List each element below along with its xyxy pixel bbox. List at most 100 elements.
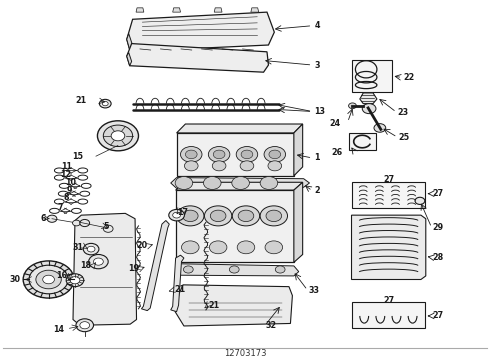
Circle shape xyxy=(73,220,80,226)
Circle shape xyxy=(169,210,184,221)
Text: 1: 1 xyxy=(315,153,320,162)
Circle shape xyxy=(184,161,198,171)
Text: 9: 9 xyxy=(66,186,72,195)
Polygon shape xyxy=(294,124,303,176)
Circle shape xyxy=(70,276,80,284)
Text: 26: 26 xyxy=(332,148,343,157)
Circle shape xyxy=(348,103,356,109)
Polygon shape xyxy=(294,182,303,262)
Text: 12703173: 12703173 xyxy=(224,349,266,358)
Circle shape xyxy=(80,220,90,226)
Circle shape xyxy=(374,123,386,132)
Polygon shape xyxy=(127,33,133,51)
Circle shape xyxy=(268,161,282,171)
Text: 27: 27 xyxy=(383,175,394,184)
Polygon shape xyxy=(171,255,184,312)
Circle shape xyxy=(362,104,376,114)
Text: 27: 27 xyxy=(433,311,444,320)
Bar xyxy=(351,60,392,92)
Circle shape xyxy=(180,147,202,162)
Text: 13: 13 xyxy=(315,107,325,116)
Text: 31: 31 xyxy=(73,243,84,252)
Circle shape xyxy=(232,206,260,226)
Text: 25: 25 xyxy=(398,133,410,142)
Circle shape xyxy=(103,225,113,232)
Circle shape xyxy=(260,176,278,189)
Text: 21: 21 xyxy=(75,96,86,105)
Circle shape xyxy=(238,210,254,222)
Text: 18: 18 xyxy=(80,261,91,270)
Circle shape xyxy=(80,322,90,329)
Circle shape xyxy=(172,212,180,218)
Circle shape xyxy=(181,241,199,254)
Bar xyxy=(348,133,376,150)
Circle shape xyxy=(209,241,227,254)
Text: 28: 28 xyxy=(433,253,444,262)
Bar xyxy=(176,133,294,176)
Text: 19: 19 xyxy=(128,264,139,273)
Circle shape xyxy=(185,150,197,159)
Polygon shape xyxy=(176,124,303,133)
Text: 14: 14 xyxy=(53,325,64,334)
Text: 5: 5 xyxy=(103,222,109,231)
Polygon shape xyxy=(351,215,426,279)
Circle shape xyxy=(47,215,57,222)
Polygon shape xyxy=(73,213,137,325)
Text: 17: 17 xyxy=(177,208,189,217)
Circle shape xyxy=(99,99,111,108)
Circle shape xyxy=(36,270,61,289)
Circle shape xyxy=(76,319,94,332)
Text: 11: 11 xyxy=(61,162,72,171)
Circle shape xyxy=(266,210,282,222)
Circle shape xyxy=(175,176,193,189)
Circle shape xyxy=(265,241,283,254)
Text: 21: 21 xyxy=(174,285,185,294)
Text: 15: 15 xyxy=(72,152,83,161)
Bar xyxy=(175,190,294,262)
Text: 20: 20 xyxy=(136,241,147,250)
Circle shape xyxy=(264,147,286,162)
Polygon shape xyxy=(172,8,180,12)
Circle shape xyxy=(182,210,198,222)
Circle shape xyxy=(275,266,285,273)
Text: 3: 3 xyxy=(315,60,320,69)
Text: 6: 6 xyxy=(40,213,46,222)
Circle shape xyxy=(229,266,239,273)
Polygon shape xyxy=(142,221,169,311)
Text: 7: 7 xyxy=(58,203,63,212)
Circle shape xyxy=(111,131,125,141)
Circle shape xyxy=(83,243,99,255)
Circle shape xyxy=(102,102,108,106)
Text: 24: 24 xyxy=(329,119,340,128)
Text: 10: 10 xyxy=(65,178,76,187)
Circle shape xyxy=(269,150,281,159)
Text: 30: 30 xyxy=(9,275,20,284)
Polygon shape xyxy=(136,8,144,12)
Circle shape xyxy=(204,206,232,226)
Circle shape xyxy=(212,161,226,171)
Text: 29: 29 xyxy=(433,223,444,232)
Polygon shape xyxy=(360,93,377,104)
Circle shape xyxy=(208,147,230,162)
Polygon shape xyxy=(127,12,274,51)
Circle shape xyxy=(66,274,84,287)
Circle shape xyxy=(29,265,68,294)
Circle shape xyxy=(236,147,258,162)
Text: 33: 33 xyxy=(309,286,319,295)
Circle shape xyxy=(94,258,103,265)
Circle shape xyxy=(98,121,139,151)
Text: 8: 8 xyxy=(63,193,69,202)
Text: 12: 12 xyxy=(61,170,72,179)
Circle shape xyxy=(232,176,249,189)
Text: 16: 16 xyxy=(56,271,67,280)
Bar xyxy=(352,182,425,208)
Circle shape xyxy=(213,150,225,159)
Text: 23: 23 xyxy=(397,108,409,117)
Circle shape xyxy=(260,206,288,226)
Circle shape xyxy=(240,161,254,171)
Circle shape xyxy=(241,150,253,159)
Circle shape xyxy=(415,197,425,204)
Text: 22: 22 xyxy=(403,73,415,82)
Polygon shape xyxy=(127,53,132,66)
Circle shape xyxy=(183,266,193,273)
